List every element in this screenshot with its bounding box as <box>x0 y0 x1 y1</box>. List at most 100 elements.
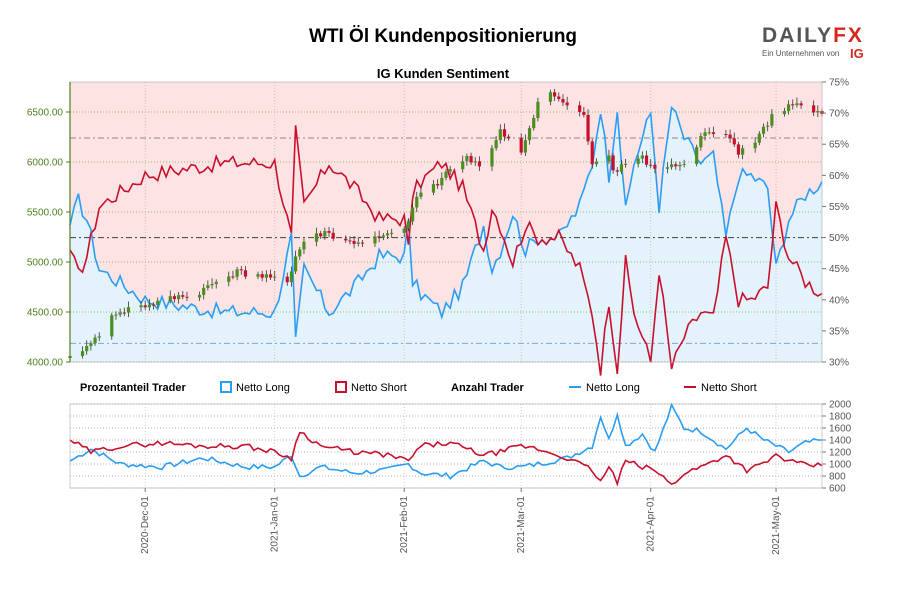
candle-body <box>473 161 477 163</box>
candle-body <box>590 141 594 165</box>
candle-body <box>536 101 540 118</box>
candle-body <box>206 285 210 288</box>
candle-body <box>494 140 498 149</box>
candle-body <box>168 296 172 301</box>
chart-subtitle: IG Kunden Sentiment <box>377 66 510 81</box>
candle-body <box>586 114 590 142</box>
candle-body <box>356 242 360 244</box>
candle-body <box>753 142 757 149</box>
candle-body <box>214 281 218 285</box>
candle-body <box>323 231 327 237</box>
candle-body <box>757 133 761 143</box>
candle-body <box>741 148 745 155</box>
candle-body <box>498 129 502 141</box>
candle-body <box>799 103 803 106</box>
count-long-line <box>69 402 822 480</box>
legend-percent-long: Netto Long <box>236 382 290 394</box>
candle-body <box>636 158 640 164</box>
candle-body <box>314 233 319 242</box>
candle-body <box>791 104 795 106</box>
candle-body <box>331 232 335 239</box>
candle-body <box>782 111 786 115</box>
candle-body <box>519 138 523 153</box>
candle-body <box>461 161 465 170</box>
count-tick-label: 800 <box>829 472 846 483</box>
candle-body <box>653 164 657 169</box>
candle-body <box>181 295 185 297</box>
candle-body <box>707 132 711 134</box>
legend-count-long: Netto Long <box>586 382 640 394</box>
x-tick-label: 2021-Jan-01 <box>270 496 281 553</box>
candle-body <box>711 132 715 135</box>
candle-body <box>285 276 289 283</box>
candle-body <box>557 96 561 100</box>
x-tick-label: 2021-Apr-01 <box>646 496 657 552</box>
candle-body <box>80 351 85 356</box>
candle-body <box>619 164 624 172</box>
percent-tick-label: 50% <box>829 233 849 244</box>
candle-body <box>352 240 356 244</box>
candle-body <box>114 314 118 316</box>
count-short-line <box>69 431 823 487</box>
candle-body <box>243 270 248 277</box>
candle-body <box>436 184 440 186</box>
candle-body <box>89 343 93 347</box>
candle-body <box>327 231 331 233</box>
legend-percent-heading: Prozentanteil Trader <box>80 382 186 394</box>
count-tick-label: 600 <box>829 484 846 495</box>
candle-body <box>611 155 615 171</box>
candle-body <box>298 249 302 257</box>
candle-body <box>118 312 122 315</box>
percent-tick-label: 55% <box>829 202 849 213</box>
logo-brand-left: DAILY <box>762 24 833 47</box>
count-tick-label: 1800 <box>829 412 852 423</box>
candle-body <box>185 296 189 298</box>
candle-body <box>527 128 532 141</box>
candle-body <box>402 228 406 233</box>
candle-body <box>507 136 511 139</box>
logo-tagline: Ein Unternehmen von <box>762 49 839 58</box>
candle-body <box>674 164 678 167</box>
candle-body <box>377 236 381 238</box>
x-tick-label: 2020-Dec-01 <box>140 496 151 554</box>
candle-body <box>724 134 728 136</box>
price-tick-label: 5500.00 <box>27 208 64 219</box>
candle-body <box>469 156 473 163</box>
main-grid <box>70 82 822 363</box>
candle-body <box>766 125 770 127</box>
svg-text:DAILYFX: DAILYFX <box>762 24 864 47</box>
candle-body <box>319 233 323 237</box>
candle-body <box>289 271 294 283</box>
candle-body <box>624 163 628 165</box>
main-axes: 4000.00 4500.00 5000.00 5500.00 6000.00 6500.… <box>27 78 849 369</box>
logo-brand-right: FX <box>833 24 864 47</box>
candle-body <box>532 117 536 129</box>
legend-percent-short: Netto Short <box>351 382 407 394</box>
count-tick-label: 1600 <box>829 424 852 435</box>
candle-body <box>444 171 448 178</box>
main-sentiment-zones <box>70 82 822 362</box>
legend-percent-short-swatch <box>335 381 347 393</box>
count-tick-label: 1400 <box>829 436 852 447</box>
candle-body <box>264 274 268 278</box>
candle-body <box>344 238 348 241</box>
candle-body <box>110 315 114 337</box>
candle-body <box>703 132 707 137</box>
candle-body <box>360 242 365 244</box>
candle-body <box>210 284 214 286</box>
long-zone-area <box>70 107 822 362</box>
candle-body <box>490 148 494 167</box>
candle-body <box>670 164 674 168</box>
candle-body <box>678 164 682 167</box>
candle-body <box>273 276 277 278</box>
candle-body <box>465 156 469 162</box>
candle-body <box>448 169 452 172</box>
candle-body <box>523 140 527 153</box>
candle-body <box>410 207 415 222</box>
count-tick-label: 1200 <box>829 448 852 459</box>
candle-body <box>97 336 101 338</box>
candle-body <box>440 177 444 186</box>
candle-body <box>732 138 736 145</box>
dailyfx-logo: DAILYFX Ein Unternehmen von IG <box>762 24 864 61</box>
